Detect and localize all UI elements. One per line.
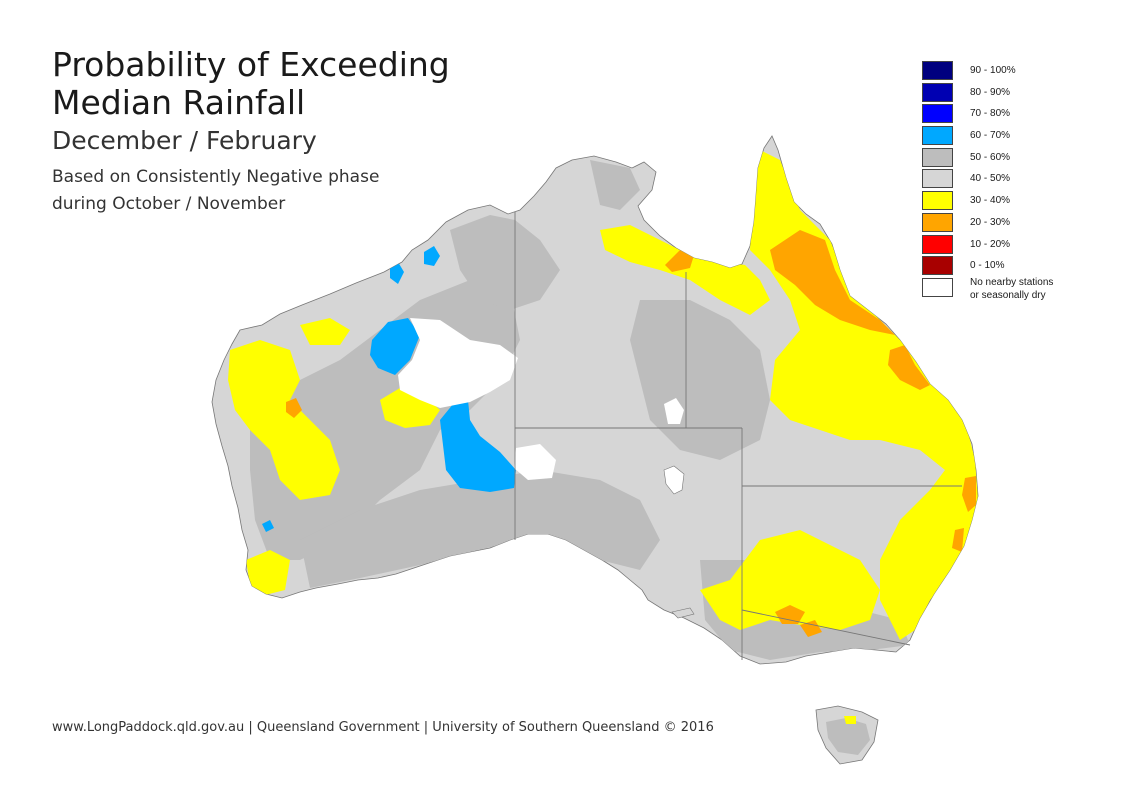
legend-item: 30 - 40% [922,191,1112,213]
legend-item: 0 - 10% [922,256,1112,278]
legend-swatch [922,191,953,211]
zone-50-60-cape [590,160,640,210]
zone-20-30-gulf [665,250,695,272]
legend-label: 20 - 30% [970,216,1011,228]
zone-no-data-qld [664,398,684,424]
zone-50-60-qld [630,300,770,460]
legend-swatch [922,104,953,124]
legend-item: 10 - 20% [922,234,1112,257]
legend-swatch [922,61,953,80]
map-title-line-2: Median Rainfall [52,83,306,122]
zone-no-data-central [514,444,556,480]
zone-60-70-kimberley-1 [390,262,404,284]
zone-20-30-wa [286,398,302,418]
zone-no-data-west [398,318,518,408]
legend: 90 - 100% 80 - 90% 70 - 80% 60 - 70% 50 … [922,61,1112,310]
legend-label-line: or seasonally dry [970,289,1046,301]
legend-label: 30 - 40% [970,195,1011,207]
border-nsw-vic [741,609,911,646]
legend-item: 90 - 100% [922,61,1112,83]
season-subtitle: December / February [52,126,317,155]
zone-30-40-wa-sw [246,550,290,595]
zone-20-30-vic [775,605,805,624]
legend-label: 10 - 20% [970,238,1011,250]
map-title-line-1: Probability of Exceeding [52,45,450,84]
basis-line-1: Based on Consistently Negative phase [52,167,380,187]
legend-item: 40 - 50% [922,169,1112,191]
legend-label: 60 - 70% [970,130,1011,142]
legend-swatch [922,126,953,146]
legend-label: 90 - 100% [970,65,1016,76]
legend-swatch [922,147,953,167]
legend-swatch [922,169,953,189]
legend-label: 0 - 10% [970,260,1005,272]
zone-30-40-wa-west [228,340,340,500]
legend-label: No nearby stations or seasonally dry [970,276,1053,302]
lake-eyre [663,465,685,495]
tasmania-zone-50-60 [826,718,870,755]
zone-60-70-sw [262,520,274,532]
legend-item: 20 - 30% [922,212,1112,235]
legend-swatch [922,277,953,297]
zone-20-30-qld-coast [888,345,930,390]
zone-30-40-sa [700,530,880,630]
zone-60-70-kimberley-2 [424,246,440,266]
zone-50-60-south [300,470,660,588]
title-block: Probability of Exceeding Median Rainfall… [52,46,472,218]
legend-label-line: No nearby stations [970,276,1054,288]
zone-20-30-nsw-coast [962,476,976,512]
zone-20-30-vic-2 [800,620,822,637]
legend-label: 50 - 60% [970,151,1011,163]
kangaroo-island [671,607,695,619]
legend-label: 40 - 50% [970,173,1011,185]
legend-item: 80 - 90% [922,82,1112,105]
zone-50-60-north [450,215,560,310]
zone-20-30-qld [770,230,895,335]
zone-30-40-ne-wa [300,318,350,345]
legend-swatch [922,212,953,232]
legend-item: 60 - 70% [922,126,1112,148]
zone-60-70-central [440,398,516,492]
zone-60-70-pilbara [370,318,420,375]
tasmania-zone-30-40 [844,716,856,724]
legend-item: 50 - 60% [922,147,1112,170]
state-borders [514,212,962,660]
zone-30-40-gulf [600,225,770,315]
legend-item: No nearby stations or seasonally dry [922,276,1112,310]
legend-item: 70 - 80% [922,104,1112,126]
legend-swatch [922,82,953,102]
attribution-footer: www.LongPaddock.qld.gov.au | Queensland … [52,720,714,735]
legend-label: 70 - 80% [970,108,1011,120]
legend-swatch [922,234,953,254]
probability-zones [228,150,978,660]
legend-swatch [922,256,953,276]
legend-label: 80 - 90% [970,86,1011,98]
basis-line-2: during October / November [52,194,286,214]
zone-20-30-nsw-coast-2 [952,528,964,552]
